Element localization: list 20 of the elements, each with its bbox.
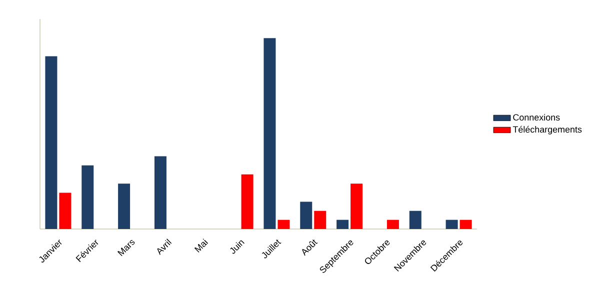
bar bbox=[59, 192, 72, 229]
bar bbox=[300, 202, 312, 229]
bar bbox=[278, 220, 290, 229]
bar bbox=[336, 220, 349, 229]
legend-label: Téléchargements bbox=[512, 126, 582, 134]
bar bbox=[82, 165, 94, 229]
bar bbox=[45, 56, 58, 229]
x-tick-label: Mai bbox=[194, 238, 208, 253]
bar bbox=[241, 174, 254, 229]
bar bbox=[154, 156, 166, 229]
bar bbox=[314, 210, 326, 229]
bar bbox=[409, 210, 422, 229]
x-tick-label: Juin bbox=[230, 240, 244, 254]
bar bbox=[264, 38, 276, 229]
legend-label: Connexions bbox=[513, 114, 560, 121]
bar bbox=[350, 184, 363, 229]
bar bbox=[460, 220, 472, 229]
bar bbox=[118, 184, 130, 229]
bar bbox=[386, 220, 399, 229]
bar bbox=[446, 220, 458, 229]
